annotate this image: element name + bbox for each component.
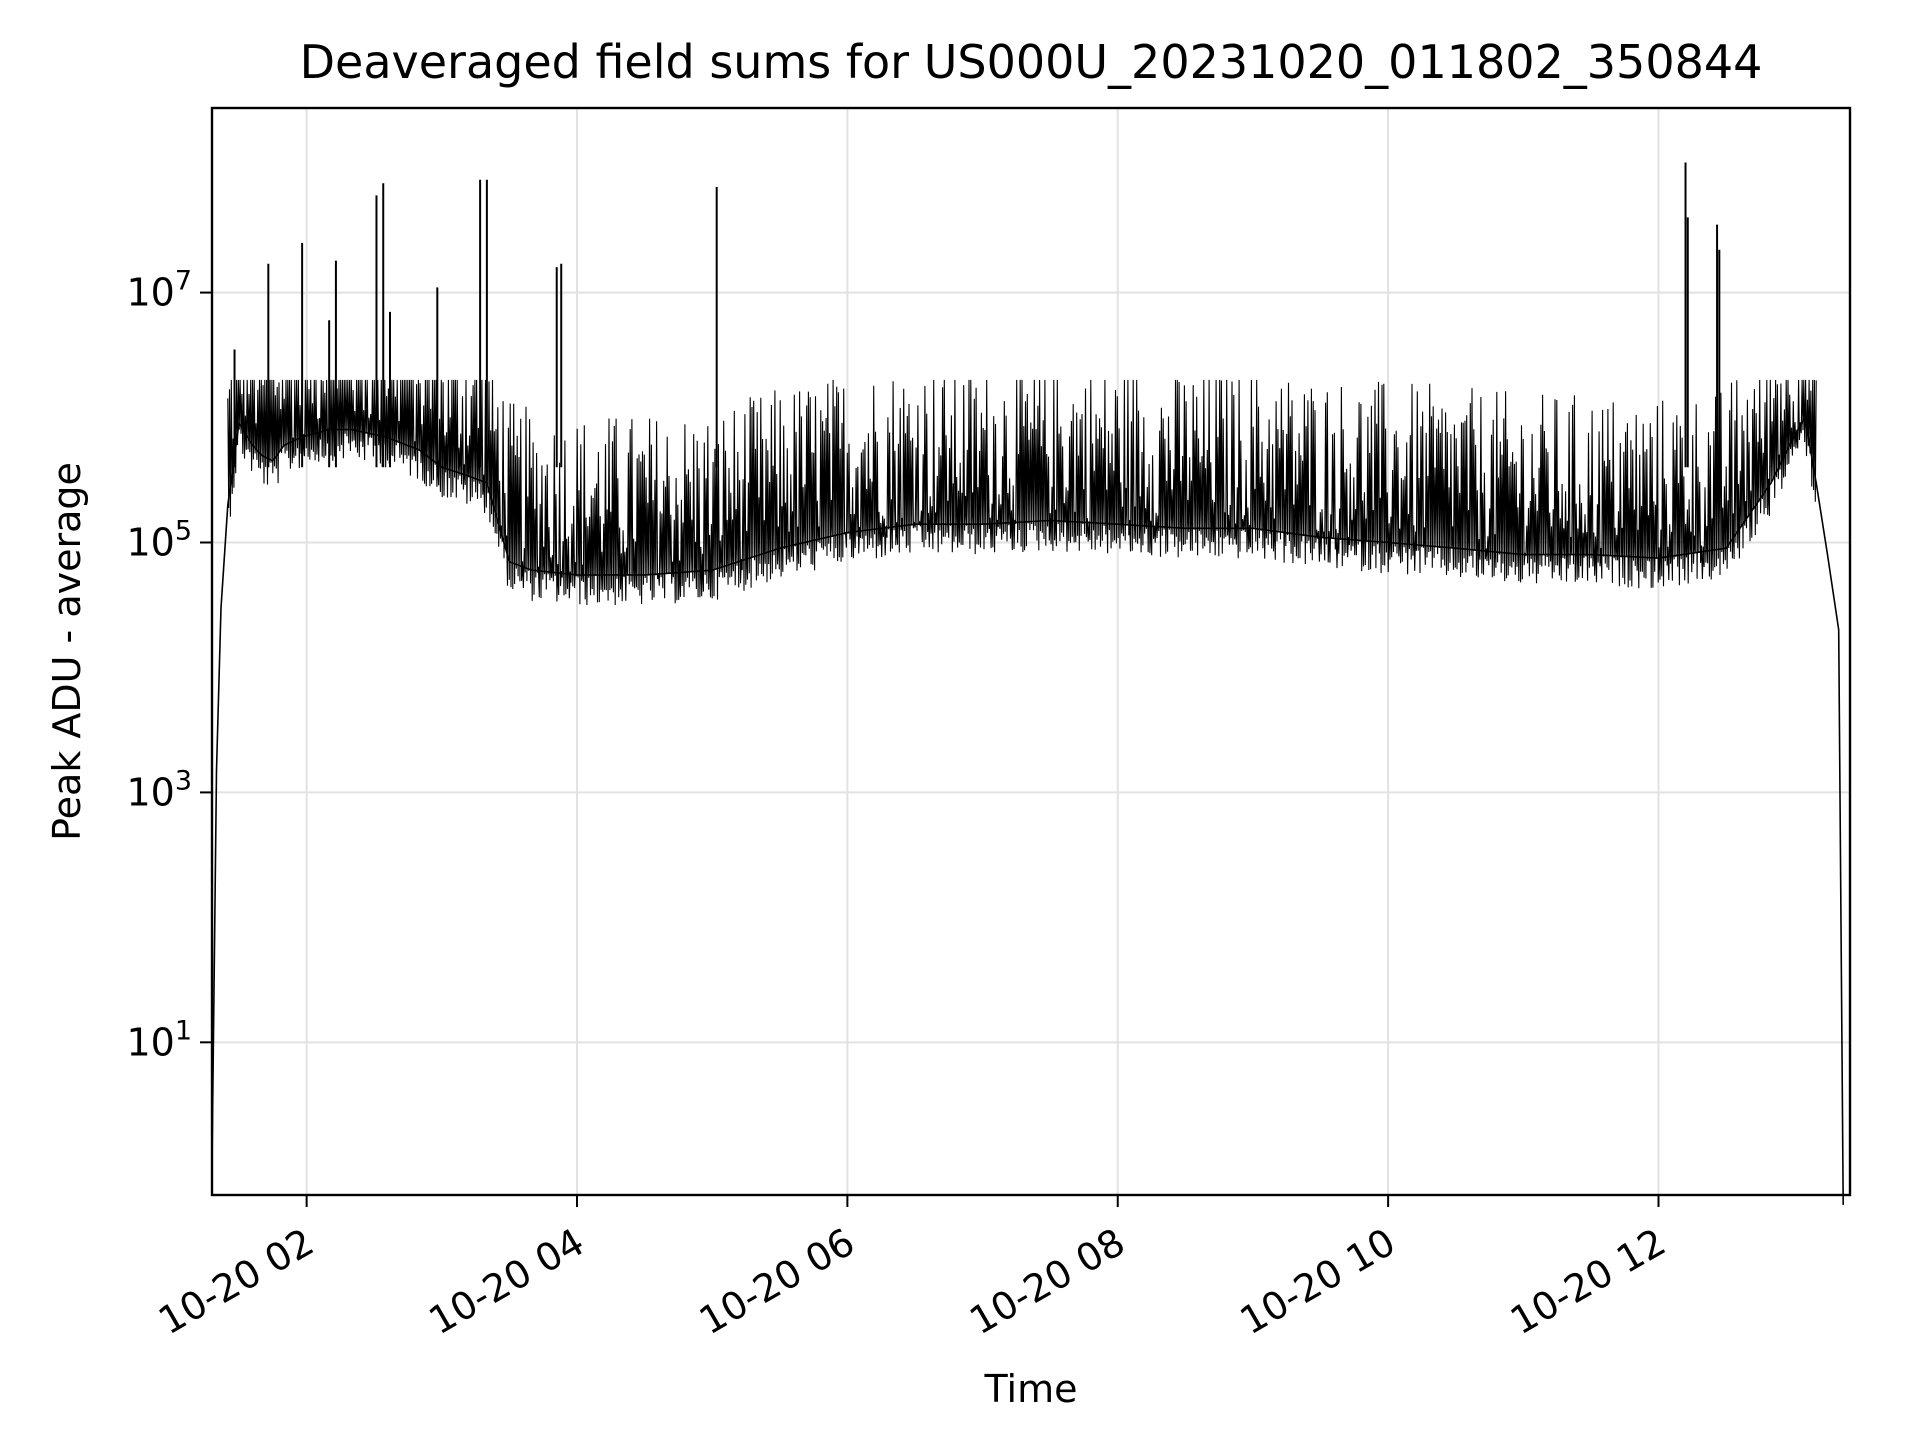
y-tick-label: 101 (126, 1015, 192, 1064)
axes-frame (210, 106, 1852, 1197)
y-tick-label: 105 (126, 515, 192, 564)
series-layer (211, 162, 1844, 1205)
y-axis-label: Peak ADU - average (45, 462, 89, 841)
y-tick-label: 107 (126, 266, 192, 315)
x-axis-label: Time (984, 1367, 1078, 1411)
chart-title: Deaveraged field sums for US000U_2023102… (300, 35, 1763, 89)
y-tick-label: 103 (126, 765, 192, 814)
series-oscillation (227, 379, 1817, 606)
